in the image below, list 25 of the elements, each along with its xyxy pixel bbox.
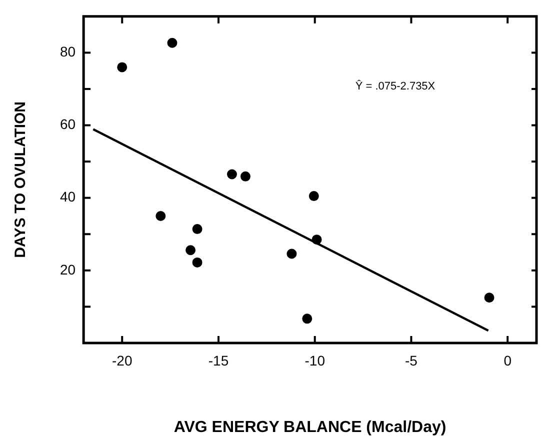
- point: [192, 257, 202, 268]
- point: [302, 314, 312, 324]
- point: [286, 248, 297, 259]
- y-tick-label: 40: [60, 188, 76, 205]
- y-tick-label: 60: [60, 116, 76, 132]
- y-tick-label: 80: [60, 44, 76, 60]
- x-tick-label: -15: [208, 352, 229, 368]
- point: [156, 210, 166, 221]
- x-tick-label: -20: [112, 352, 132, 368]
- y-axis-title: DAYS TO OVULATION: [12, 101, 30, 258]
- x-tick-label: 0: [504, 352, 512, 368]
- x-tick-label: -5: [404, 352, 418, 368]
- point: [240, 171, 250, 182]
- point: [484, 292, 494, 303]
- point: [312, 234, 322, 245]
- x-tick-label: -10: [304, 352, 326, 368]
- point: [167, 38, 178, 48]
- point: [226, 169, 237, 180]
- x-axis-title: AVG ENERGY BALANCE (Mcal/Day): [174, 418, 446, 436]
- point: [186, 245, 196, 256]
- annotation: Ŷ = .075-2.735X: [355, 79, 436, 92]
- point: [308, 191, 319, 202]
- point: [117, 62, 128, 72]
- point: [192, 224, 202, 234]
- y-tick-label: 20: [60, 261, 76, 278]
